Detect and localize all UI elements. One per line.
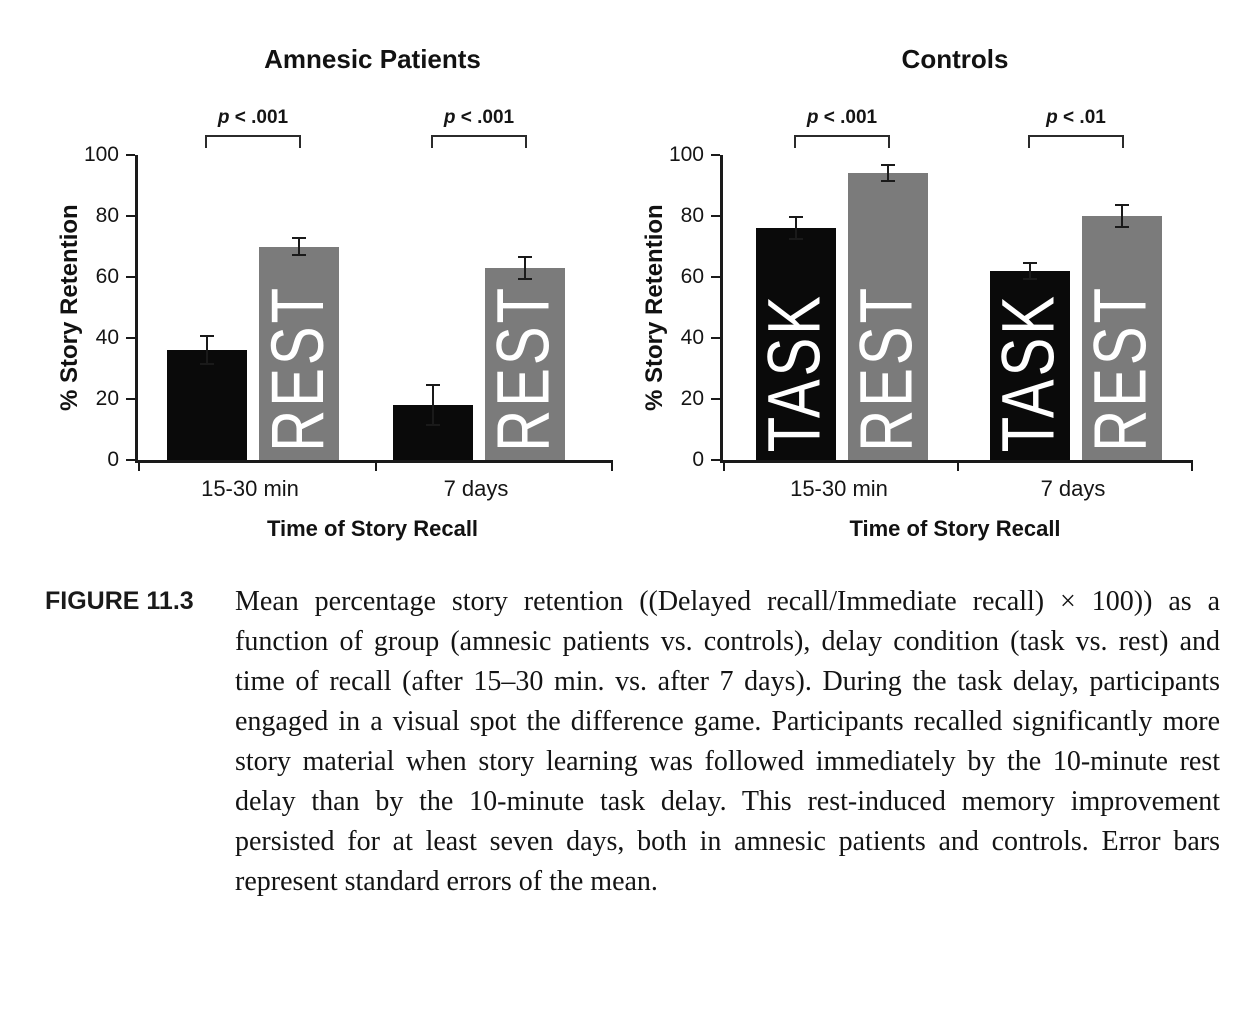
x-tick-mark xyxy=(138,460,140,471)
x-tick-mark xyxy=(723,460,725,471)
plot-area: REST p < .001 REST p < .001 xyxy=(135,107,613,471)
y-tick-mark xyxy=(126,276,135,278)
error-bar xyxy=(292,237,306,256)
chart-title: Amnesic Patients xyxy=(264,44,481,74)
y-tick-mark xyxy=(126,337,135,339)
significance-label: p < .001 xyxy=(443,107,515,128)
y-tick-mark xyxy=(711,459,720,461)
x-tick-mark xyxy=(1191,460,1193,471)
significance-label: p < .01 xyxy=(1046,107,1106,128)
significance-bracket xyxy=(1028,135,1124,148)
plot-area: TASK REST p < .001 TASK REST p < .01 xyxy=(720,107,1193,471)
bar-rest-15-30-min: REST xyxy=(256,246,340,460)
x-axis-label: Time of Story Recall xyxy=(266,516,479,541)
y-tick-label: 60 xyxy=(95,265,119,288)
y-tick-label: 80 xyxy=(95,204,119,227)
error-bar xyxy=(1023,261,1037,281)
y-tick-label: 0 xyxy=(692,448,704,471)
y-tick-label: 80 xyxy=(680,204,704,227)
y-tick-mark xyxy=(711,215,720,217)
y-tick-label: 20 xyxy=(680,387,704,410)
y-tick-label: 60 xyxy=(680,265,704,288)
y-axis-label: % Story Retention xyxy=(56,204,83,411)
significance-bracket xyxy=(794,135,890,148)
y-tick-mark xyxy=(126,154,135,156)
figure-label: FIGURE 11.3 xyxy=(45,587,194,615)
chart-title: Controls xyxy=(901,44,1009,74)
bar-inline-label: REST xyxy=(845,285,929,452)
error-bar xyxy=(1115,203,1129,229)
bar-rest-7-days: REST xyxy=(482,267,566,460)
y-tick-mark xyxy=(126,215,135,217)
chart-amnesic-patients: Amnesic Patients % Story Retention REST p… xyxy=(40,38,620,598)
x-tick-mark xyxy=(957,460,959,471)
x-axis-label: Time of Story Recall xyxy=(849,516,1061,541)
x-category-label: 15-30 min xyxy=(201,476,299,501)
x-category-label: 15-30 min xyxy=(790,476,888,501)
bar-inline-label: TASK xyxy=(987,292,1071,452)
y-tick-mark xyxy=(126,459,135,461)
error-bar xyxy=(881,164,895,183)
y-tick-mark xyxy=(711,276,720,278)
error-bar xyxy=(789,216,803,241)
bar-task-7-days: TASK xyxy=(987,270,1071,460)
bar-inline-label: TASK xyxy=(753,292,837,452)
significance-bracket xyxy=(205,135,301,148)
y-tick-label: 20 xyxy=(95,387,119,410)
bar-inline-label: REST xyxy=(1079,285,1163,452)
y-tick-mark xyxy=(711,337,720,339)
error-bar xyxy=(426,383,440,427)
error-bar xyxy=(518,255,532,281)
error-bar xyxy=(200,334,214,366)
bar-inline-label: REST xyxy=(482,285,566,452)
x-tick-mark xyxy=(611,460,613,471)
y-axis-label: % Story Retention xyxy=(641,204,668,411)
chart-controls: Controls % Story Retention TASK REST p < .… xyxy=(625,38,1225,598)
bar-rest-15-30-min: REST xyxy=(845,173,929,460)
y-tick-mark xyxy=(126,398,135,400)
y-tick-mark xyxy=(711,154,720,156)
y-tick-label: 0 xyxy=(107,448,119,471)
x-tick-mark xyxy=(375,460,377,471)
y-tick-label: 100 xyxy=(83,143,119,166)
x-category-label: 7 days xyxy=(1040,476,1106,501)
significance-label: p < .001 xyxy=(217,107,289,128)
bar-task-15-30-min: TASK xyxy=(753,228,837,460)
x-category-label: 7 days xyxy=(443,476,509,501)
bar-inline-label: REST xyxy=(256,285,340,452)
bar-task-15-30-min xyxy=(167,350,247,460)
y-tick-label: 40 xyxy=(95,326,119,349)
y-tick-label: 100 xyxy=(668,143,704,166)
significance-label: p < .001 xyxy=(806,107,878,128)
y-tick-label: 40 xyxy=(680,326,704,349)
y-tick-mark xyxy=(711,398,720,400)
bar-rest-7-days: REST xyxy=(1079,216,1163,460)
figure-caption-text: Mean percentage story retention ((Delaye… xyxy=(235,586,1220,897)
significance-bracket xyxy=(431,135,527,148)
